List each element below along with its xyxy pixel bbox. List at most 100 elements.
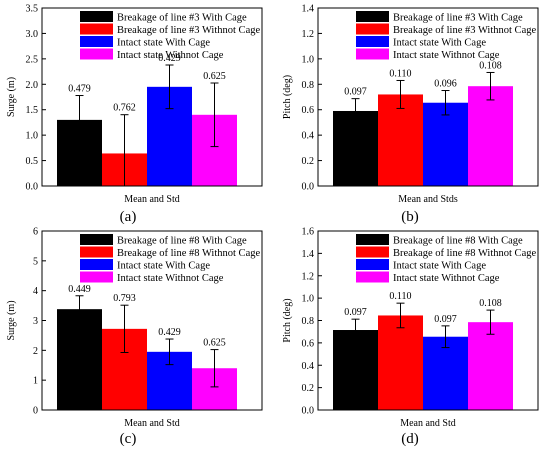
- y-tick-label: 0.4: [302, 361, 315, 372]
- legend-swatch-3: [356, 259, 389, 270]
- legend-swatch-3: [80, 259, 113, 270]
- panel-label-b: (b): [401, 209, 419, 225]
- data-label-1: 0.449: [68, 284, 91, 295]
- y-tick-label: 1.4: [302, 249, 315, 260]
- legend-swatch-4: [356, 271, 389, 283]
- y-tick-label: 1.5: [26, 105, 39, 116]
- bar-3: [423, 102, 468, 186]
- y-tick-label: 3.5: [26, 4, 39, 15]
- legend-label-2: Breakage of line #8 Withnot Cage: [117, 248, 260, 259]
- legend-label-4: Intact state Withnot Cage: [393, 50, 500, 61]
- y-tick-label: 0.6: [302, 338, 315, 349]
- data-label-2: 0.110: [389, 68, 411, 79]
- data-label-3: 0.429: [158, 53, 181, 64]
- bar-2: [378, 94, 423, 186]
- legend-label-2: Breakage of line #3 Withnot Cage: [117, 25, 260, 36]
- legend-swatch-1: [80, 234, 113, 245]
- data-label-1: 0.097: [344, 307, 367, 318]
- y-tick-label: 0.4: [302, 131, 315, 142]
- bar-1: [57, 309, 102, 410]
- legend-swatch-2: [80, 23, 113, 35]
- panel-label-a: (a): [120, 209, 137, 225]
- y-tick-label: 0.0: [26, 182, 39, 193]
- legend-label-4: Intact state Withnot Cage: [117, 50, 224, 61]
- data-label-3: 0.097: [434, 314, 457, 325]
- legend-label-3: Intact state With Cage: [117, 261, 210, 272]
- y-tick-label: 0.2: [302, 156, 315, 167]
- y-tick-label: 1.6: [302, 227, 315, 238]
- legend-label-3: Intact state With Cage: [393, 261, 486, 272]
- legend-swatch-3: [356, 36, 389, 47]
- y-tick-label: 0.6: [302, 105, 315, 116]
- data-label-3: 0.429: [158, 327, 181, 338]
- y-axis-label: Surge (m): [6, 77, 17, 117]
- legend-swatch-4: [80, 271, 113, 283]
- y-tick-label: 1.2: [302, 29, 315, 40]
- data-label-2: 0.793: [113, 293, 136, 304]
- legend-label-1: Breakage of line #8 With Cage: [393, 236, 523, 247]
- data-label-3: 0.096: [434, 79, 457, 90]
- y-tick-label: 1.2: [302, 271, 315, 282]
- y-tick-label: 5: [33, 256, 38, 267]
- legend-label-3: Intact state With Cage: [117, 38, 210, 49]
- chart-panel-d: 0.097 0.110 0.097 0.108 0.0 0.2 0.4 0.6 0.8 1.0 1.…: [282, 227, 539, 429]
- data-label-2: 0.762: [113, 103, 136, 114]
- y-tick-label: 0.0: [302, 182, 315, 193]
- legend-label-1: Breakage of line #3 With Cage: [393, 13, 523, 24]
- x-axis-label: Mean and Std: [124, 194, 180, 205]
- y-tick-label: 0.8: [302, 80, 315, 91]
- legend-swatch-1: [80, 11, 113, 22]
- legend-label-1: Breakage of line #3 With Cage: [117, 13, 247, 24]
- y-axis-label: Surge (m): [6, 300, 17, 340]
- panel-label-d: (d): [401, 431, 419, 447]
- y-tick-label: 3.0: [26, 29, 39, 40]
- legend-swatch-2: [356, 23, 389, 35]
- legend-swatch-2: [80, 246, 113, 258]
- y-tick-label: 2.0: [26, 80, 39, 91]
- y-tick-label: 2: [33, 346, 38, 357]
- x-axis-label: Mean and Stds: [398, 194, 458, 205]
- plot-frame: [317, 7, 539, 187]
- legend-swatch-1: [356, 11, 389, 22]
- chart-panel-c: 0.449 0.793 0.429 0.625 0 1 2 3 4 5 6 Mean and Std S…: [6, 227, 263, 429]
- y-axis-label: Pitch (deg): [282, 298, 293, 342]
- y-tick-label: 0.0: [302, 406, 315, 417]
- legend-swatch-1: [356, 234, 389, 245]
- y-tick-label: 1.4: [302, 4, 315, 15]
- y-tick-label: 6: [33, 227, 38, 238]
- chart-panel-a: 0.479 0.762 0.429 0.625 0.0 0.5 1.0 1.5 2.0 2.5 3.…: [6, 4, 263, 205]
- panel-label-c: (c): [120, 431, 137, 447]
- y-tick-label: 3: [33, 316, 38, 327]
- legend-label-4: Intact state Withnot Cage: [393, 273, 500, 284]
- bar-1: [333, 330, 378, 410]
- data-label-4: 0.108: [479, 298, 502, 309]
- legend-label-1: Breakage of line #8 With Cage: [117, 236, 247, 247]
- legend-label-2: Breakage of line #3 Withnot Cage: [393, 25, 536, 36]
- data-label-2: 0.110: [389, 291, 411, 302]
- legend-label-3: Intact state With Cage: [393, 38, 486, 49]
- y-tick-label: 0.8: [302, 316, 315, 327]
- plot-frame: [41, 7, 263, 187]
- legend-label-2: Breakage of line #8 Withnot Cage: [393, 248, 536, 259]
- y-tick-label: 2.5: [26, 54, 39, 65]
- bar-4: [468, 322, 513, 410]
- x-axis-label: Mean and Std: [124, 418, 180, 429]
- chart-panel-b: 0.097 0.110 0.096 0.108 0.0 0.2 0.4 0.6 0.8 1.0 1.…: [282, 4, 539, 205]
- y-tick-label: 4: [33, 286, 38, 297]
- data-label-4: 0.108: [479, 60, 502, 71]
- y-tick-label: 1.0: [302, 54, 315, 65]
- legend-label-4: Intact state Withnot Cage: [117, 273, 224, 284]
- y-axis-label: Pitch (deg): [282, 75, 293, 119]
- y-tick-label: 1.0: [302, 294, 315, 305]
- legend-swatch-2: [356, 246, 389, 258]
- y-tick-label: 0: [33, 406, 38, 417]
- bar-4: [468, 86, 513, 186]
- y-tick-label: 1.0: [26, 131, 39, 142]
- y-tick-label: 1: [33, 376, 38, 387]
- x-axis-label: Mean and Std: [400, 418, 456, 429]
- y-tick-label: 0.5: [26, 156, 39, 167]
- data-label-1: 0.097: [344, 87, 367, 98]
- legend-swatch-3: [80, 36, 113, 47]
- bar-3: [423, 336, 468, 410]
